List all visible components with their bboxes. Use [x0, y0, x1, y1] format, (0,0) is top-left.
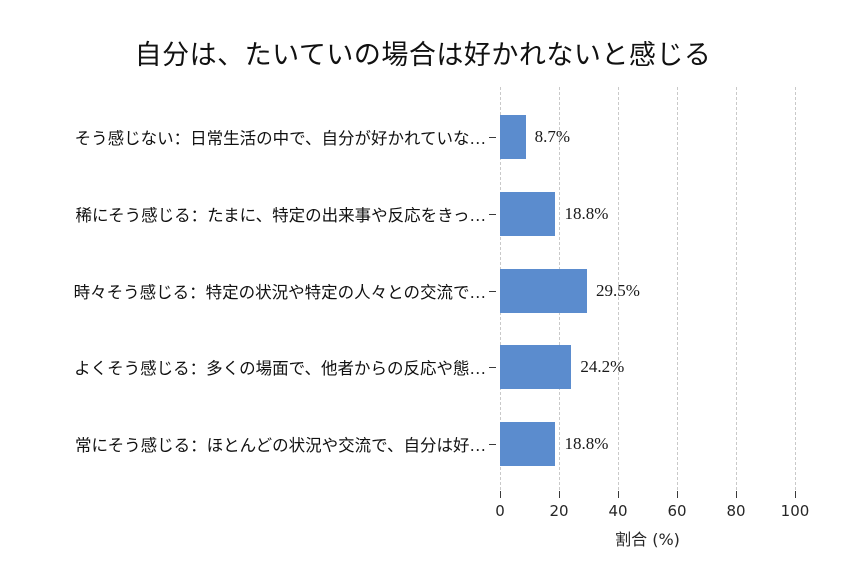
- value-label: 29.5%: [596, 281, 640, 300]
- category-label: 稀にそう感じる：たまに、特定の出来事や反応をきっ…: [75, 206, 486, 225]
- bar: [500, 115, 526, 159]
- bar-row-1: そう感じない：日常生活の中で、自分が好かれていな… 8.7%: [0, 98, 846, 176]
- gridline: [795, 87, 796, 490]
- x-tick-label: 100: [780, 502, 810, 520]
- x-tick-label: 40: [608, 502, 628, 520]
- y-axis-tick: [489, 214, 496, 216]
- bar-row-3: 時々そう感じる：特定の状況や特定の人々との交流で… 29.5%: [0, 252, 846, 330]
- value-label: 8.7%: [534, 127, 571, 146]
- y-axis-tick: [489, 444, 496, 446]
- bar: [500, 345, 572, 389]
- x-tick-label: 20: [549, 502, 569, 520]
- category-label: 時々そう感じる：特定の状況や特定の人々との交流で…: [73, 283, 486, 302]
- chart-title: 自分は、たいていの場合は好かれないと感じる: [134, 40, 712, 70]
- bar-row-5: 常にそう感じる：ほとんどの状況や交流で、自分は好… 18.8%: [0, 405, 846, 483]
- value-label: 18.8%: [564, 204, 609, 223]
- gridline: [618, 87, 619, 490]
- x-axis-tick: [677, 491, 679, 498]
- bar: [500, 422, 556, 466]
- value-label: 24.2%: [580, 357, 625, 376]
- bar-row-4: よくそう感じる：多くの場面で、他者からの反応や態… 24.2%: [0, 328, 846, 406]
- category-label: 常にそう感じる：ほとんどの状況や交流で、自分は好…: [74, 436, 486, 455]
- bar-row-2: 稀にそう感じる：たまに、特定の出来事や反応をきっ… 18.8%: [0, 175, 846, 253]
- x-axis-tick: [795, 491, 797, 498]
- x-tick-label: 60: [667, 502, 687, 520]
- x-tick-label: 0: [495, 502, 505, 520]
- x-axis-title: 割合 (%): [615, 530, 680, 549]
- y-axis-tick: [489, 137, 496, 139]
- y-axis-tick: [489, 367, 496, 369]
- x-tick-label: 80: [726, 502, 746, 520]
- gridline: [736, 87, 737, 490]
- x-axis-tick: [559, 491, 561, 498]
- y-axis-tick: [489, 291, 496, 293]
- bar: [500, 192, 556, 236]
- bar: [500, 269, 588, 313]
- category-label: そう感じない：日常生活の中で、自分が好かれていな…: [74, 129, 486, 148]
- gridline: [677, 87, 678, 490]
- x-axis-tick: [618, 491, 620, 498]
- value-label: 18.8%: [564, 434, 609, 453]
- x-axis-tick: [736, 491, 738, 498]
- x-axis-tick: [500, 491, 502, 498]
- category-label: よくそう感じる：多くの場面で、他者からの反応や態…: [74, 359, 486, 378]
